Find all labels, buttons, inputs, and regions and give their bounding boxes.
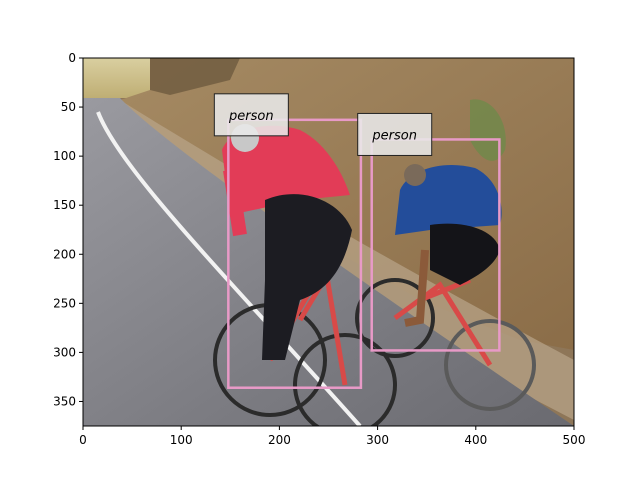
x-tick-label: 100 bbox=[170, 433, 193, 447]
bounding-box bbox=[227, 118, 363, 389]
y-tick-label: 300 bbox=[53, 345, 76, 359]
green-shrub bbox=[470, 99, 506, 161]
x-tick-label: 0 bbox=[79, 433, 87, 447]
x-tick-label: 400 bbox=[464, 433, 487, 447]
detection-label: person bbox=[228, 109, 274, 124]
y-tick-label: 250 bbox=[53, 296, 76, 310]
x-tick-label: 500 bbox=[563, 433, 586, 447]
y-tick-label: 150 bbox=[53, 198, 76, 212]
road-edge-line bbox=[96, 111, 362, 426]
detections-layer: person person bbox=[213, 93, 501, 389]
y-axis: 0 50 100 150 200 250 300 350 bbox=[53, 51, 83, 408]
x-tick-label: 200 bbox=[268, 433, 291, 447]
bushes bbox=[150, 58, 240, 95]
detection-label: person bbox=[371, 128, 417, 143]
y-tick-label: 100 bbox=[53, 149, 76, 163]
bounding-box bbox=[370, 138, 501, 352]
rider-red-jersey bbox=[213, 124, 397, 426]
y-tick-label: 200 bbox=[53, 247, 76, 261]
plot-frame bbox=[82, 57, 575, 427]
rider-blue-jersey bbox=[355, 164, 536, 411]
x-axis: 0 100 200 300 400 500 bbox=[79, 426, 585, 447]
detection-1: person bbox=[213, 93, 363, 389]
y-tick-label: 350 bbox=[53, 394, 76, 408]
detection-2: person bbox=[357, 112, 501, 352]
label-background bbox=[213, 93, 289, 137]
y-tick-label: 0 bbox=[68, 51, 76, 65]
x-tick-label: 300 bbox=[366, 433, 389, 447]
y-tick-label: 50 bbox=[61, 100, 76, 114]
label-background bbox=[357, 112, 433, 156]
